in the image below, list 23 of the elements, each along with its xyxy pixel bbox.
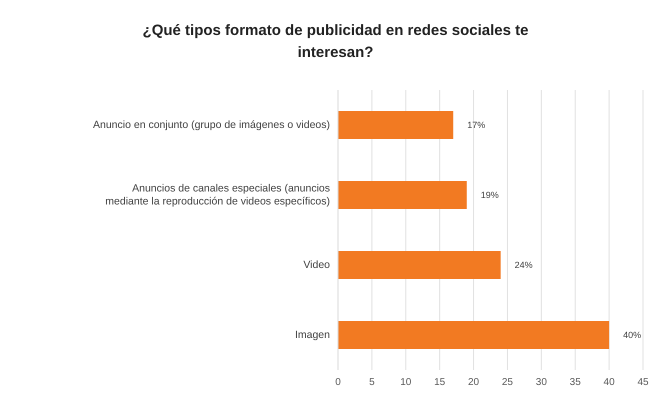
bar (338, 251, 501, 279)
data-label: 24% (514, 260, 533, 270)
x-tick-label: 35 (570, 377, 582, 388)
y-tick-label: Imagen (294, 328, 330, 341)
x-tick-label: 10 (400, 377, 412, 388)
data-label: 17% (467, 120, 486, 130)
bar (338, 181, 467, 209)
x-tick-label: 0 (335, 377, 342, 388)
x-tick-label: 25 (502, 377, 514, 388)
x-tick-label: 45 (637, 377, 649, 388)
y-tick-label: Anuncio en conjunto (grupo de imágenes o videos) (93, 118, 330, 131)
bar (338, 111, 454, 139)
y-tick-label: Video (303, 258, 330, 271)
y-tick-label: Anuncios de canales especiales (anuncios mediante la reproducción de videos específicos) (105, 182, 330, 208)
x-tick-label: 40 (604, 377, 616, 388)
bar (338, 321, 610, 349)
data-label: 19% (480, 190, 499, 200)
x-tick-label: 15 (434, 377, 446, 388)
data-label: 40% (623, 330, 642, 340)
x-tick-label: 5 (369, 377, 376, 388)
chart-title: ¿Qué tipos formato de publicidad en redes sociales te interesan? (142, 21, 530, 63)
x-tick-label: 20 (468, 377, 480, 388)
x-tick-label: 30 (536, 377, 548, 388)
